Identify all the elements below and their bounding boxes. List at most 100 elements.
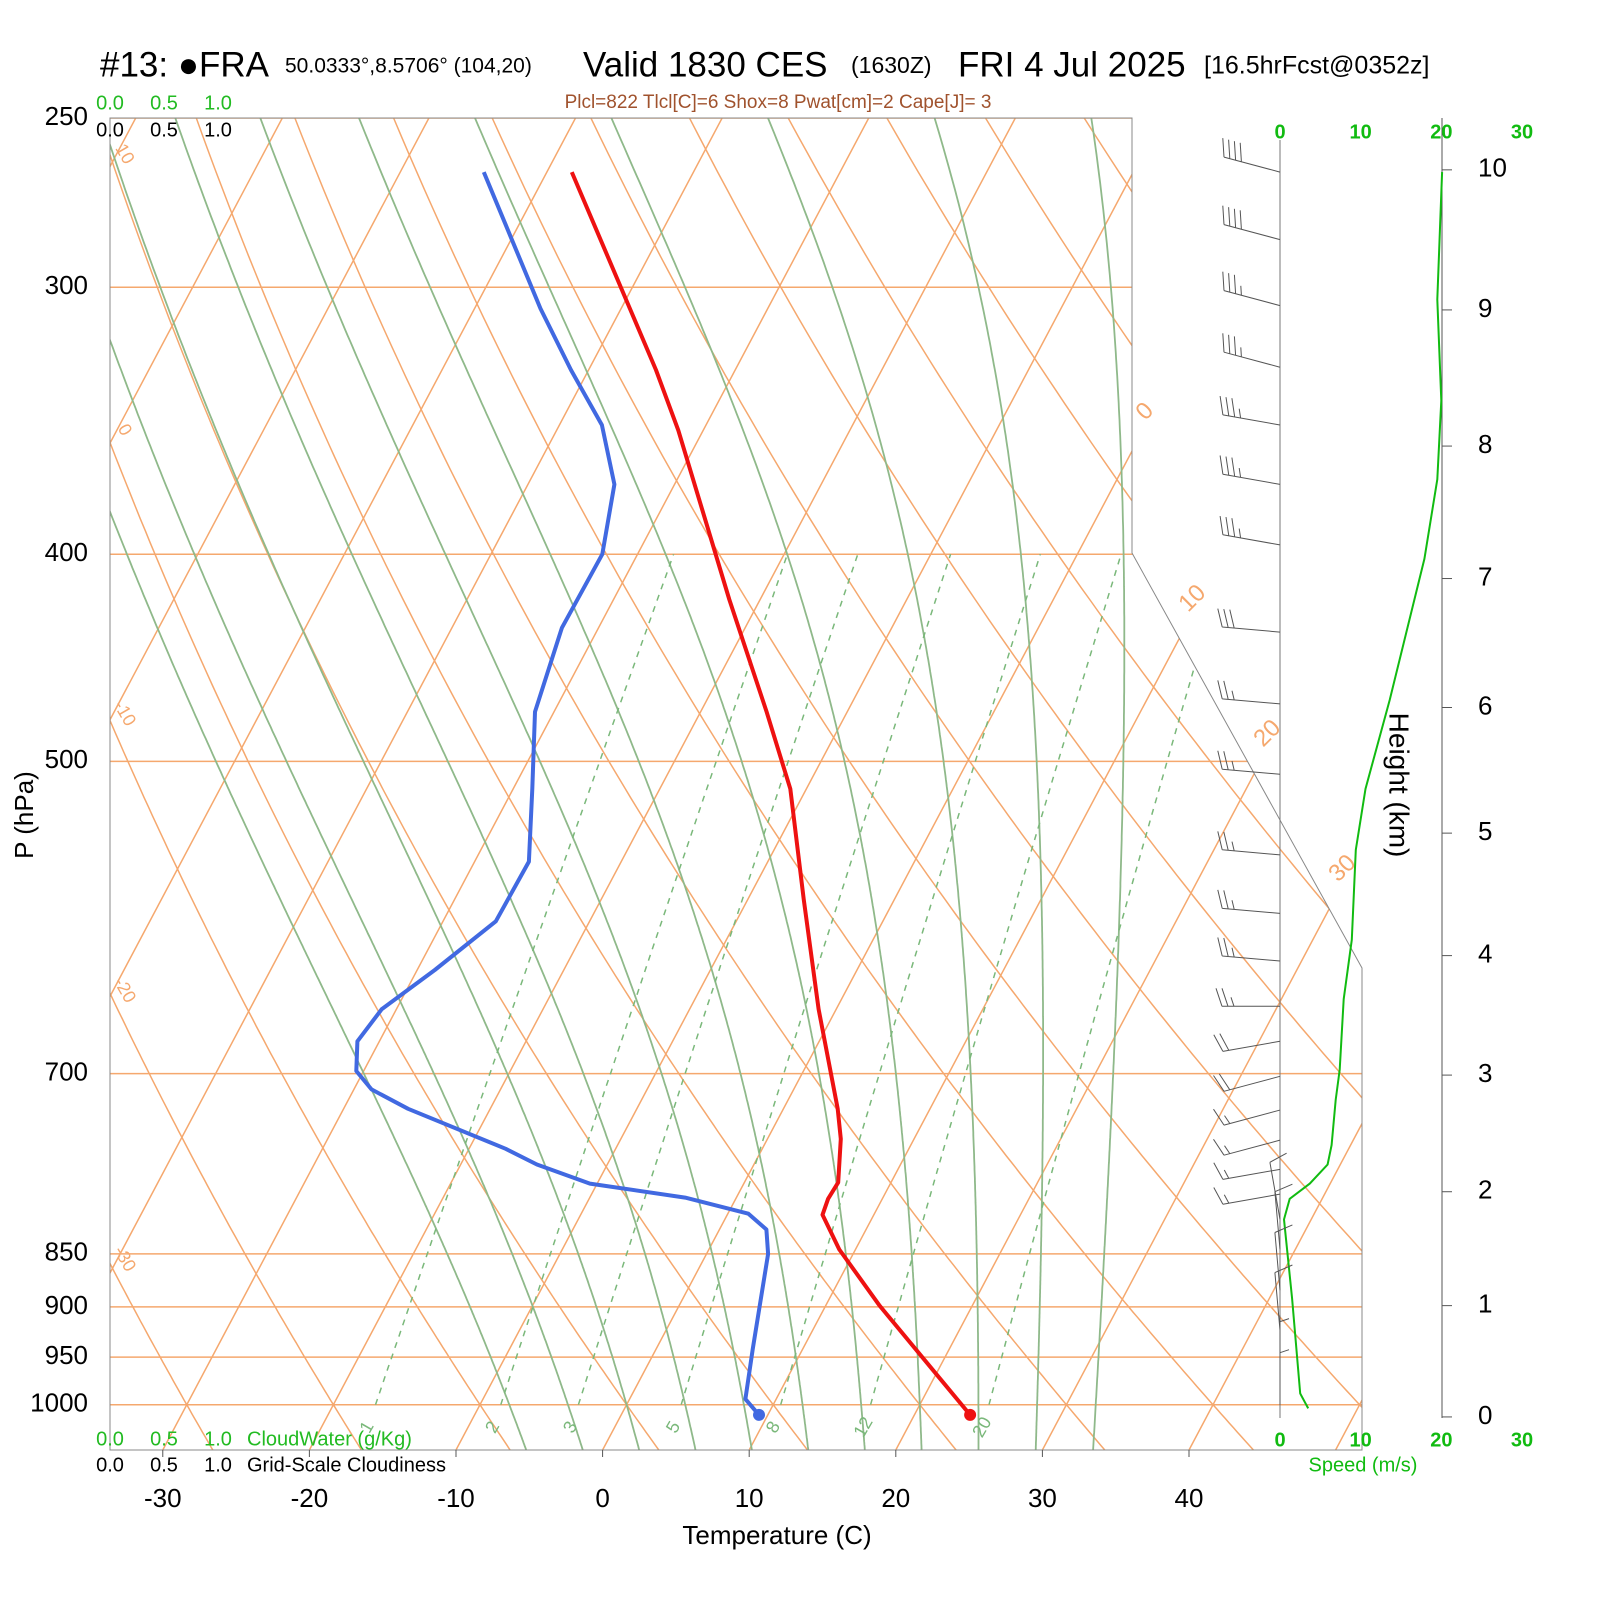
height-tick-label: 4	[1478, 938, 1492, 968]
x-tick-label: 20	[881, 1483, 910, 1513]
surface-dot	[964, 1408, 977, 1421]
mixing-ratio-line	[869, 553, 1122, 1405]
moist-adiabat	[474, 118, 866, 1450]
dry-adiabat	[491, 118, 1362, 1450]
height-tick-label: 7	[1478, 561, 1492, 591]
cloud-tick-label: 0.5	[150, 119, 178, 141]
height-tick-label: 8	[1478, 429, 1492, 459]
height-tick-label: 3	[1478, 1058, 1492, 1088]
height-tick-label: 0	[1478, 1400, 1492, 1430]
plot-frame	[109, 117, 1363, 1451]
wind-barb	[1219, 396, 1281, 426]
speed-tick-label: 30	[1511, 121, 1533, 143]
height-tick-label: 2	[1478, 1175, 1492, 1205]
temperature-line	[569, 171, 972, 1417]
cloud-tick-label: 0.0	[96, 1454, 124, 1476]
y-tick-label: 700	[45, 1057, 88, 1087]
mixing-ratio-line	[577, 553, 859, 1405]
x-tick-label: 10	[735, 1483, 764, 1513]
moist-adiabat	[933, 118, 1044, 1450]
isotherm	[1188, 118, 1362, 1450]
cloud-tick-label: 1.0	[204, 1454, 232, 1476]
y-tick-label: 900	[45, 1290, 88, 1320]
y-tick-label: 400	[45, 537, 88, 567]
y-tick-label: 1000	[30, 1388, 88, 1418]
isotherm	[455, 118, 1163, 1450]
speed-tick-label: 30	[1511, 1429, 1533, 1451]
wind-barb	[1219, 516, 1281, 546]
wind-barb	[1213, 1187, 1281, 1205]
wind-barb	[1217, 608, 1281, 633]
x-tick-label: 40	[1175, 1483, 1204, 1513]
height-tick-label: 10	[1478, 153, 1507, 183]
isotherm	[162, 118, 870, 1450]
y-tick-label: 950	[45, 1340, 88, 1370]
wind-barb	[1217, 937, 1281, 962]
wind-barb	[1274, 1264, 1293, 1331]
subtitle: Plcl=822 Tlcl[C]=6 Shox=8 Pwat[cm]=2 Cap…	[565, 92, 992, 113]
cloud-tick-label: 0.5	[150, 92, 178, 114]
x-tick-label: -10	[437, 1483, 475, 1513]
dry-adiabat	[110, 118, 363, 1450]
wind-barb	[1217, 831, 1281, 856]
height-axis-label: Height (km)	[1384, 713, 1415, 858]
wind-barb	[1213, 1108, 1281, 1126]
wind-barb	[1279, 1346, 1290, 1405]
wind-barb	[1213, 1033, 1281, 1052]
cloud-tick-label: 0.0	[96, 119, 124, 141]
dry-adiabat	[110, 118, 214, 1450]
wind-barb	[1217, 680, 1281, 705]
dewpoint-line	[354, 171, 771, 1417]
isotherm	[110, 118, 577, 1450]
moist-adiabat	[110, 118, 528, 1450]
cloud-tick-label: 0.5	[150, 1454, 178, 1476]
y-tick-label: 300	[45, 270, 88, 300]
speed-tick-label: 10	[1350, 121, 1372, 143]
y-tick-label: 500	[45, 744, 88, 774]
wind-barb	[1269, 1152, 1287, 1220]
wind-barb	[1217, 889, 1281, 914]
title-part: [16.5hrFcst@0352z]	[1204, 52, 1430, 80]
wind-barb	[1222, 205, 1281, 241]
wind-barb	[1222, 271, 1281, 307]
x-tick-label: -20	[291, 1483, 329, 1513]
moist-adiabat	[110, 118, 641, 1450]
height-tick-label: 6	[1478, 690, 1492, 720]
speed-tick-label: 20	[1430, 121, 1452, 143]
moist-adiabat	[1090, 118, 1126, 1450]
moist-adiabat	[610, 118, 923, 1450]
thermo-grid	[110, 118, 1362, 1450]
x-tick-label: 30	[1028, 1483, 1057, 1513]
mixing-ratio-line	[779, 553, 1042, 1405]
wind-barb	[1213, 1162, 1281, 1180]
surface-dot	[753, 1408, 766, 1421]
mixing-ratio-line	[500, 553, 789, 1405]
title-part: #13: ●FRA	[100, 45, 270, 84]
height-tick-label: 1	[1478, 1289, 1492, 1319]
dry-adiabat	[294, 118, 1106, 1450]
y-tick-label: 250	[45, 101, 88, 131]
dry-adiabat	[110, 118, 660, 1450]
mixing-ratio-line	[988, 553, 1229, 1405]
wind-barb	[1222, 138, 1281, 173]
cloud-tick-label: 1.0	[204, 1428, 232, 1450]
wind-speed-line	[1282, 172, 1444, 1409]
wind-barb	[1217, 750, 1281, 775]
height-tick-label: 5	[1478, 816, 1492, 846]
title-part: 50.0333°,8.5706° (104,20)	[285, 55, 532, 78]
cloud-tick-label: 0.0	[96, 92, 124, 114]
height-tick-label: 9	[1478, 293, 1492, 323]
dry-adiabat	[787, 118, 1362, 1450]
cloud-tick-label: 0.5	[150, 1428, 178, 1450]
speed-tick-label: 10	[1350, 1429, 1372, 1451]
cloudwater-label: CloudWater (g/Kg)	[247, 1428, 412, 1450]
wind-barb	[1222, 333, 1281, 368]
dry-adiabat	[688, 118, 1362, 1450]
isotherm	[1041, 118, 1362, 1450]
speed-tick-label: 0	[1274, 1429, 1285, 1451]
moist-adiabat	[259, 118, 753, 1450]
wind-barb	[1213, 1073, 1281, 1092]
wind-barb	[1274, 1224, 1293, 1291]
dry-adiabat	[392, 118, 1254, 1450]
